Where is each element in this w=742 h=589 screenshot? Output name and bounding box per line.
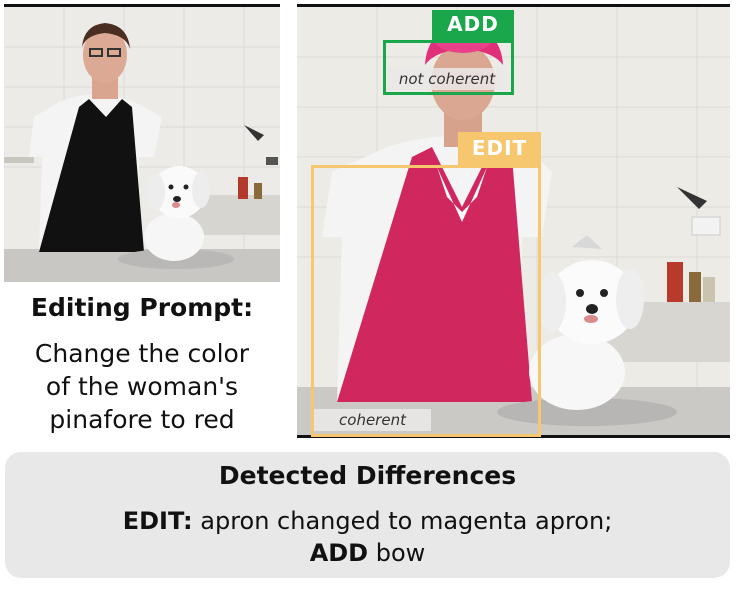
prompt-line: pinafore to red xyxy=(49,405,235,434)
add-difference-line: ADD bow xyxy=(5,539,730,567)
edit-detection-tag: EDIT xyxy=(458,132,541,165)
original-photo-illustration xyxy=(4,7,280,282)
edit-difference-line: EDIT: apron changed to magenta apron; xyxy=(5,507,730,535)
prompt-line: Change the color xyxy=(34,339,250,368)
detected-differences-panel: Detected Differences EDIT: apron changed… xyxy=(5,452,730,578)
add-difference-text: bow xyxy=(368,539,426,567)
edit-difference-label: EDIT: xyxy=(122,507,193,535)
add-detection-tag: ADD xyxy=(432,10,514,40)
edit-detection-box xyxy=(311,165,541,437)
prompt-title: Editing Prompt: xyxy=(30,293,254,322)
original-image xyxy=(4,4,280,282)
prompt-line: of the woman's xyxy=(45,372,239,401)
add-detection-caption: not coherent xyxy=(388,68,506,90)
edit-difference-text: apron changed to magenta apron; xyxy=(192,507,613,535)
add-detection-box xyxy=(383,40,514,95)
edit-detection-caption: coherent xyxy=(314,409,431,431)
differences-title: Detected Differences xyxy=(218,461,517,490)
prompt-text: Change the color of the woman's pinafore… xyxy=(4,337,280,436)
add-difference-label: ADD xyxy=(309,539,369,567)
